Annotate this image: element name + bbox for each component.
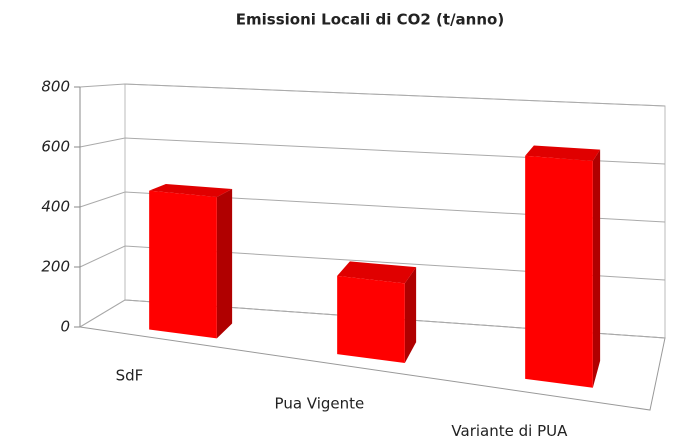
y-tick-label: 400 [41, 198, 70, 216]
bar [525, 145, 601, 388]
grid-line [79, 83, 666, 107]
bar-side [592, 149, 601, 388]
x-tick-label: Variante di PUA [451, 422, 568, 437]
grid-line [79, 137, 666, 165]
bar [149, 184, 233, 339]
x-tick-label: Pua Vigente [275, 394, 365, 412]
bar [337, 261, 417, 364]
y-tick-label: 200 [41, 258, 70, 276]
bar-top [337, 261, 417, 284]
bar-side [404, 267, 417, 364]
bar-top [525, 145, 601, 162]
bar-front [337, 275, 405, 364]
bar-front [149, 190, 217, 339]
y-tick-label: 0 [60, 318, 70, 336]
grid-line [79, 191, 666, 223]
grid-line [79, 299, 666, 339]
bar-top [149, 184, 233, 198]
bar-side [216, 188, 233, 339]
bar-front [525, 155, 593, 388]
y-tick-label: 600 [41, 138, 70, 156]
grid-line [79, 245, 666, 281]
chart-title: Emissioni Locali di CO2 (t/anno) [236, 11, 504, 29]
y-tick-label: 800 [41, 78, 70, 96]
x-tick-label: SdF [116, 367, 144, 385]
